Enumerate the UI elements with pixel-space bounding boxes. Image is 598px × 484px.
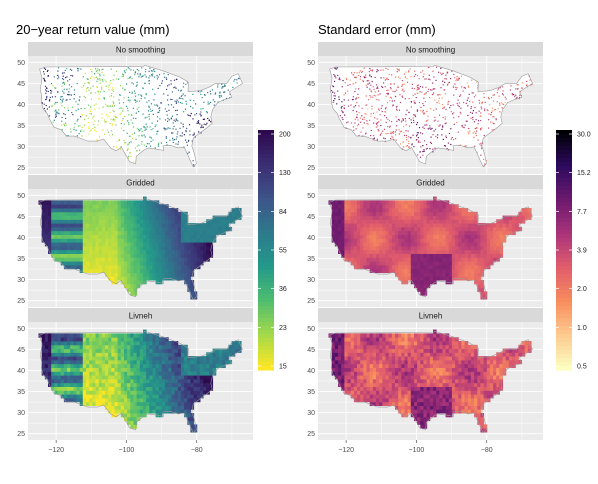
right-x-tick-2: −80 xyxy=(481,447,493,454)
right-facet-label-2: Livneh xyxy=(419,312,443,321)
left-colorbar-tick-1: 130 xyxy=(279,170,291,177)
left-y-tick-2-5: 25 xyxy=(17,431,25,438)
left-colorbar-tick-4: 36 xyxy=(279,286,287,293)
right-y-tick-2-3: 35 xyxy=(307,389,315,396)
left-x-tick-1: −100 xyxy=(119,447,135,454)
right-y-tick-1-3: 35 xyxy=(307,256,315,263)
right-colorbar-tick-5: 1.0 xyxy=(577,325,587,332)
left-facet-label-2: Livneh xyxy=(129,312,153,321)
right-y-tick-2-0: 50 xyxy=(307,326,315,333)
left-colorbar-tick-0: 200 xyxy=(279,132,291,139)
right-facet-grid: No smoothing 50 45 40 35 30 25 Gridded 50 45 40 35 3… xyxy=(307,42,543,440)
right-facet-label-1: Gridded xyxy=(416,179,444,188)
right-y-tick-1-4: 30 xyxy=(307,277,315,284)
right-y-tick-0-5: 25 xyxy=(307,165,315,172)
left-facet-1: Gridded 50 45 40 35 30 25 xyxy=(17,175,253,307)
right-facet-label-0: No smoothing xyxy=(406,46,455,55)
left-y-tick-1-5: 25 xyxy=(17,298,25,305)
right-y-tick-0-2: 40 xyxy=(307,102,315,109)
left-y-tick-0-3: 35 xyxy=(17,123,25,130)
left-facet-0: No smoothing 50 45 40 35 30 25 xyxy=(17,42,253,174)
left-facet-grid: No smoothing 50 45 40 35 30 25 Gridded 50 45 40 35 3… xyxy=(17,42,253,440)
left-y-tick-0-0: 50 xyxy=(17,60,25,67)
left-y-tick-2-4: 30 xyxy=(17,410,25,417)
left-y-tick-0-2: 40 xyxy=(17,102,25,109)
left-y-tick-1-4: 30 xyxy=(17,277,25,284)
right-y-tick-0-4: 30 xyxy=(307,144,315,151)
right-y-tick-2-5: 25 xyxy=(307,431,315,438)
left-y-tick-0-4: 30 xyxy=(17,144,25,151)
left-y-tick-0-5: 25 xyxy=(17,165,25,172)
left-y-tick-1-3: 35 xyxy=(17,256,25,263)
right-y-tick-0-1: 45 xyxy=(307,81,315,88)
right-y-tick-0-0: 50 xyxy=(307,60,315,67)
left-y-tick-1-1: 45 xyxy=(17,214,25,221)
left-y-tick-2-2: 40 xyxy=(17,368,25,375)
left-y-tick-1-0: 50 xyxy=(17,193,25,200)
right-colorbar-tick-3: 3.9 xyxy=(577,248,587,255)
left-colorbar-tick-2: 84 xyxy=(279,209,287,216)
right-y-tick-1-1: 45 xyxy=(307,214,315,221)
left-colorbar-tick-6: 15 xyxy=(279,364,287,371)
right-colorbar-tick-1: 15.2 xyxy=(577,170,591,177)
right-y-tick-2-4: 30 xyxy=(307,410,315,417)
right-colorbar-tick-2: 7.7 xyxy=(577,209,587,216)
right-y-tick-1-0: 50 xyxy=(307,193,315,200)
right-y-tick-2-1: 45 xyxy=(307,347,315,354)
right-colorbar-tick-0: 30.0 xyxy=(577,132,591,139)
right-colorbar-tick-4: 2.0 xyxy=(577,286,587,293)
left-y-tick-2-3: 35 xyxy=(17,389,25,396)
left-y-tick-0-1: 45 xyxy=(17,81,25,88)
right-title: Standard error (mm) xyxy=(318,22,436,37)
right-facet-0: No smoothing 50 45 40 35 30 25 xyxy=(307,42,543,174)
right-y-tick-0-3: 35 xyxy=(307,123,315,130)
right-facet-1: Gridded 50 45 40 35 30 25 xyxy=(307,175,543,307)
left-facet-label-0: No smoothing xyxy=(116,46,165,55)
left-facet-label-1: Gridded xyxy=(126,179,154,188)
left-facet-2: Livneh 50 45 40 35 30 25 xyxy=(17,308,253,440)
left-x-tick-2: −80 xyxy=(191,447,203,454)
right-y-tick-1-2: 40 xyxy=(307,235,315,242)
right-facet-2: Livneh 50 45 40 35 30 25 xyxy=(307,308,543,440)
right-y-tick-1-5: 25 xyxy=(307,298,315,305)
right-y-tick-2-2: 40 xyxy=(307,368,315,375)
left-y-tick-2-0: 50 xyxy=(17,326,25,333)
right-x-tick-0: −120 xyxy=(338,447,354,454)
right-x-tick-1: −100 xyxy=(409,447,425,454)
left-colorbar-tick-3: 55 xyxy=(279,248,287,255)
left-y-tick-1-2: 40 xyxy=(17,235,25,242)
right-colorbar-tick-6: 0.5 xyxy=(577,364,587,371)
left-title: 20−year return value (mm) xyxy=(16,22,170,37)
left-colorbar-tick-5: 23 xyxy=(279,325,287,332)
left-y-tick-2-1: 45 xyxy=(17,347,25,354)
left-x-tick-0: −120 xyxy=(48,447,64,454)
